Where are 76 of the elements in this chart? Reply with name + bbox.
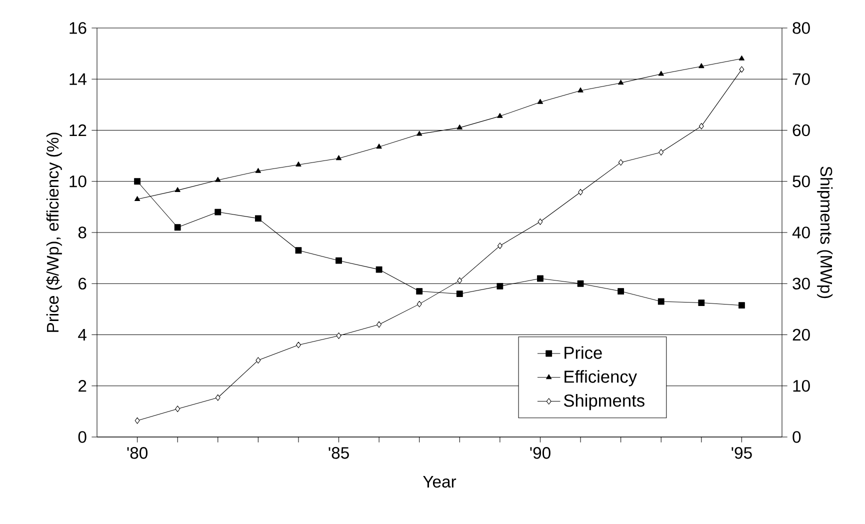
y2-tick-label: 30 [792, 278, 810, 290]
y2-tick-label: 70 [792, 73, 810, 86]
y-tick-label: 16 [70, 22, 86, 34]
y2-tick-label: 20 [792, 328, 810, 341]
point [618, 80, 624, 85]
y2-tick-label: 60 [792, 124, 810, 136]
point [214, 208, 222, 216]
point [738, 302, 745, 309]
point [254, 215, 262, 222]
point [134, 417, 140, 424]
point [537, 98, 544, 104]
x-axis-title: Year [423, 476, 456, 488]
point [618, 159, 624, 166]
point [658, 70, 664, 76]
point [296, 342, 301, 348]
point [295, 247, 302, 254]
legend-label: Efficiency [564, 370, 637, 386]
point [739, 66, 744, 73]
y2-tick-label: 50 [792, 175, 810, 188]
legend-label: Shipments [564, 394, 644, 410]
point [376, 266, 382, 273]
point [416, 288, 423, 294]
y-tick-label: 6 [78, 278, 86, 290]
y-tick-label: 4 [78, 329, 86, 340]
point [698, 300, 705, 306]
point [376, 144, 382, 149]
y2-axis-title: Shipments (MWp) [817, 166, 833, 298]
point [296, 162, 302, 166]
y2-tick-label: 40 [792, 226, 810, 238]
point [497, 112, 503, 118]
point [537, 275, 544, 282]
point [376, 321, 382, 328]
x-tick-label: '85 [328, 447, 349, 459]
point [256, 357, 261, 364]
point [416, 130, 422, 136]
point [174, 224, 181, 231]
point [578, 188, 583, 196]
y-tick-label: 0 [78, 431, 86, 443]
point [658, 149, 664, 156]
y2-tick-label: 80 [792, 22, 810, 34]
point [336, 332, 342, 339]
x-tick-label: '90 [530, 447, 550, 459]
point [618, 288, 624, 294]
y-tick-label: 8 [78, 226, 86, 238]
point [175, 406, 180, 412]
y-tick-label: 12 [70, 124, 86, 136]
point [698, 63, 704, 68]
point [578, 87, 584, 92]
point [215, 394, 220, 401]
y-tick-label: 10 [70, 175, 86, 188]
point [698, 122, 704, 130]
y2-tick-label: 10 [793, 380, 810, 392]
point [416, 300, 422, 308]
y-tick-label: 2 [78, 380, 86, 392]
point [134, 178, 140, 185]
point [658, 298, 664, 305]
point [255, 168, 261, 173]
point [577, 280, 584, 287]
y-axis-title: Price ($/Wp), efficiency (%) [46, 132, 62, 332]
point [457, 277, 462, 284]
y2-tick-label: 0 [792, 431, 801, 443]
point [738, 55, 745, 60]
point [497, 242, 502, 249]
point [174, 187, 180, 192]
point [215, 176, 221, 182]
x-tick-label: '95 [732, 447, 752, 459]
y-tick-label: 14 [70, 73, 86, 85]
point [336, 155, 342, 160]
point [456, 124, 462, 130]
point [538, 218, 543, 225]
legend-label: Price [564, 346, 602, 359]
point [456, 290, 463, 298]
point [134, 196, 140, 201]
point [336, 257, 342, 264]
point [496, 282, 504, 290]
x-tick-label: '80 [127, 447, 148, 459]
